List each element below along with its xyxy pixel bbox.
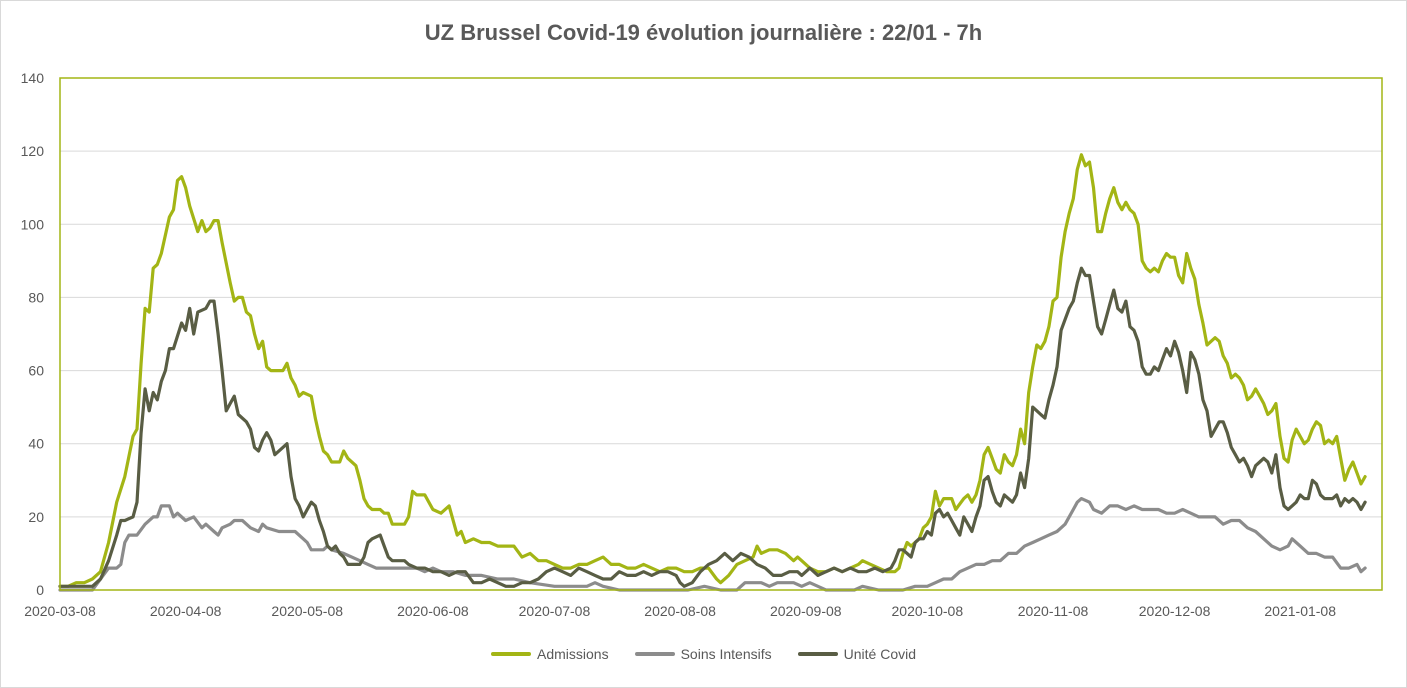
plot-area-border <box>59 77 1383 591</box>
series-lines <box>58 153 1367 592</box>
x-tick-label: 2020-04-08 <box>150 603 222 619</box>
y-tick-label: 0 <box>36 582 44 598</box>
legend-label-soins-intensifs: Soins Intensifs <box>680 646 772 662</box>
x-tick-label: 2020-07-08 <box>519 603 591 619</box>
y-tick-label: 60 <box>28 363 44 379</box>
legend-item-unite-covid: Unité Covid <box>797 646 917 662</box>
gridlines <box>60 77 1382 591</box>
y-tick-label: 120 <box>21 143 45 159</box>
legend-swatch-unite-covid <box>797 652 838 656</box>
y-tick-label: 100 <box>21 216 45 232</box>
x-tick-label: 2020-12-08 <box>1139 603 1211 619</box>
x-tick-label: 2020-09-08 <box>770 603 842 619</box>
y-tick-label: 20 <box>28 509 44 525</box>
series-line-unit-covid <box>58 266 1367 588</box>
legend-swatch-soins-intensifs <box>634 652 675 656</box>
x-tick-label: 2020-05-08 <box>271 603 343 619</box>
y-tick-label: 140 <box>21 70 45 86</box>
x-tick-label: 2020-08-08 <box>644 603 716 619</box>
legend-item-admissions: Admissions <box>490 646 609 662</box>
legend-label-unite-covid: Unité Covid <box>843 646 917 662</box>
x-tick-label: 2020-10-08 <box>892 603 964 619</box>
y-tick-label: 40 <box>28 436 44 452</box>
x-tick-label: 2020-03-08 <box>24 603 96 619</box>
series-line-soins-intensifs <box>58 497 1367 592</box>
x-tick-label: 2021-01-08 <box>1264 603 1336 619</box>
legend-swatch-admissions <box>490 652 531 656</box>
x-tick-label: 2020-06-08 <box>397 603 469 619</box>
legend: Admissions Soins Intensifs Unité Covid <box>0 646 1407 662</box>
y-axis-tick-labels: 0 20 40 60 80 100 120 140 <box>21 70 45 598</box>
y-tick-label: 80 <box>28 289 44 305</box>
x-tick-label: 2020-11-08 <box>1018 603 1089 619</box>
legend-item-soins-intensifs: Soins Intensifs <box>634 646 772 662</box>
legend-label-admissions: Admissions <box>536 646 609 662</box>
chart-title: UZ Brussel Covid-19 évolution journalièr… <box>424 20 983 45</box>
x-axis-tick-labels: 2020-03-08 2020-04-08 2020-05-08 2020-06-08… <box>24 603 1336 619</box>
